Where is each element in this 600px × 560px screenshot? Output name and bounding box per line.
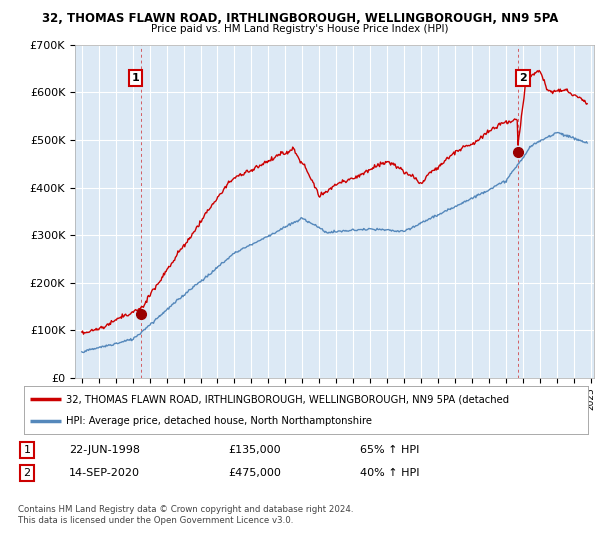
Text: 1: 1 bbox=[131, 73, 139, 83]
Text: Price paid vs. HM Land Registry's House Price Index (HPI): Price paid vs. HM Land Registry's House … bbox=[151, 24, 449, 34]
Text: 2: 2 bbox=[519, 73, 527, 83]
Text: 2: 2 bbox=[23, 468, 31, 478]
Text: 65% ↑ HPI: 65% ↑ HPI bbox=[360, 445, 419, 455]
Text: 22-JUN-1998: 22-JUN-1998 bbox=[69, 445, 140, 455]
Text: Contains HM Land Registry data © Crown copyright and database right 2024.
This d: Contains HM Land Registry data © Crown c… bbox=[18, 505, 353, 525]
Text: £135,000: £135,000 bbox=[228, 445, 281, 455]
Text: £475,000: £475,000 bbox=[228, 468, 281, 478]
Text: 32, THOMAS FLAWN ROAD, IRTHLINGBOROUGH, WELLINGBOROUGH, NN9 5PA: 32, THOMAS FLAWN ROAD, IRTHLINGBOROUGH, … bbox=[42, 12, 558, 25]
Text: HPI: Average price, detached house, North Northamptonshire: HPI: Average price, detached house, Nort… bbox=[66, 416, 372, 426]
Text: 32, THOMAS FLAWN ROAD, IRTHLINGBOROUGH, WELLINGBOROUGH, NN9 5PA (detached: 32, THOMAS FLAWN ROAD, IRTHLINGBOROUGH, … bbox=[66, 394, 509, 404]
Text: 1: 1 bbox=[23, 445, 31, 455]
Text: 14-SEP-2020: 14-SEP-2020 bbox=[69, 468, 140, 478]
Text: 40% ↑ HPI: 40% ↑ HPI bbox=[360, 468, 419, 478]
